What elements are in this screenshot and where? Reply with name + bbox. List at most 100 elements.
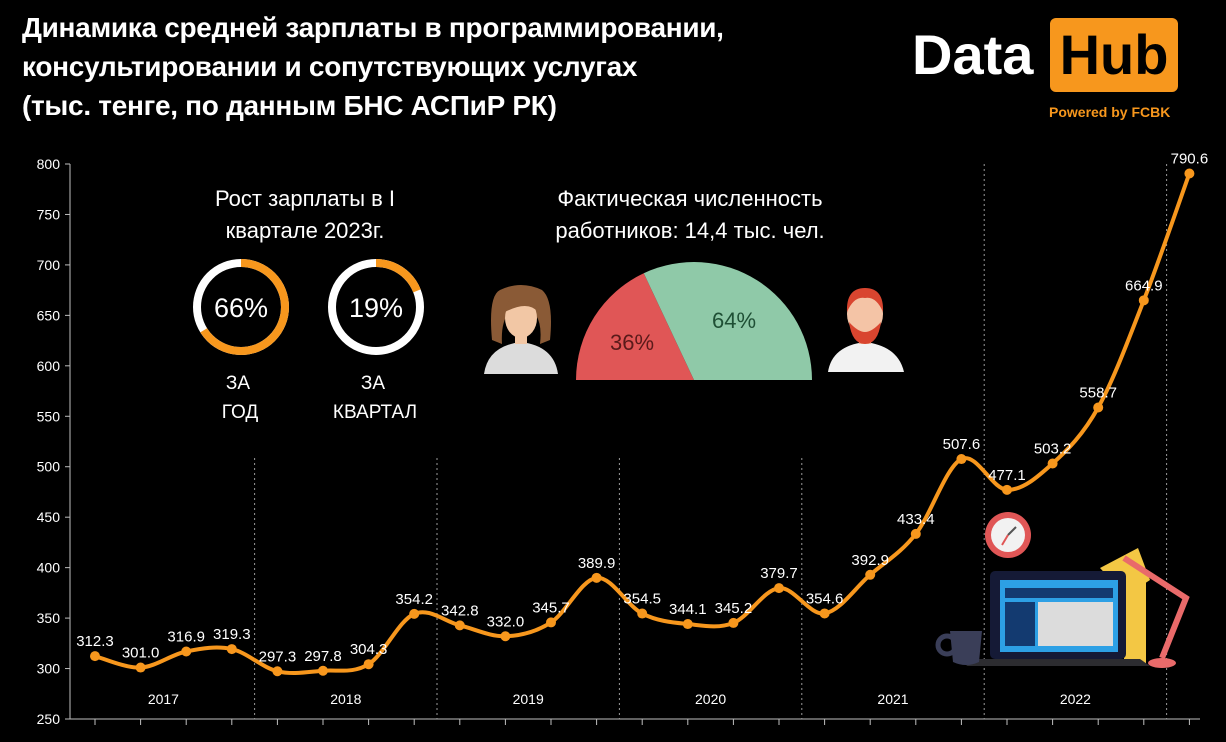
growth-title-line-1: Рост зарплаты в I (215, 186, 395, 211)
data-point (546, 617, 556, 628)
y-tick-label: 800 (37, 156, 61, 172)
quarter-caption-line-1: ЗА (361, 373, 385, 394)
growth-title-line-2: квартале 2023г. (226, 218, 385, 243)
y-tick-label: 650 (37, 307, 61, 323)
female-share-slice (576, 273, 694, 380)
data-label: 790.6 (1171, 150, 1209, 167)
year-label: 2021 (877, 691, 908, 707)
male-share-label: 64% (712, 308, 756, 333)
data-point (1093, 402, 1104, 413)
title-line-3: (тыс. тенге, по данным БНС АСПиР РК) (22, 90, 557, 121)
man-avatar-icon (828, 288, 904, 372)
data-point (272, 666, 283, 677)
data-point (226, 644, 237, 655)
y-tick-label: 750 (37, 206, 61, 222)
y-tick-label: 400 (37, 560, 61, 576)
data-label: 345.7 (532, 599, 570, 616)
data-point (956, 454, 967, 465)
growth-panel: Рост зарплаты в I квартале 2023г. 66% ЗА… (193, 186, 424, 423)
data-point (90, 651, 100, 662)
data-label: 379.7 (760, 565, 798, 582)
data-label: 304.3 (350, 641, 388, 658)
data-point (363, 659, 374, 670)
data-point (1184, 168, 1195, 179)
datahub-logo: Data Hub Powered by FCBK (912, 14, 1187, 124)
y-tick-label: 600 (37, 358, 61, 374)
data-label: 301.0 (122, 645, 160, 662)
quarter-ring-progress (328, 259, 424, 355)
year-label: 2018 (330, 691, 361, 707)
workers-title-line-1: Фактическая численность (557, 186, 822, 211)
year-label: 2019 (513, 691, 544, 707)
data-point (318, 665, 328, 676)
data-label: 319.3 (213, 626, 251, 643)
data-label: 297.8 (304, 648, 342, 665)
data-label: 392.9 (851, 552, 889, 569)
y-tick-label: 450 (37, 509, 61, 525)
year-label: 2022 (1060, 691, 1091, 707)
data-point (1047, 458, 1058, 469)
male-share-slice (643, 262, 812, 380)
salary-series-line (94, 172, 1192, 676)
data-label: 345.2 (715, 600, 753, 617)
data-point (728, 617, 739, 628)
data-label: 316.9 (167, 628, 205, 645)
year-caption-line-1: ЗА (226, 373, 250, 394)
data-point (409, 608, 420, 619)
year-label: 2017 (148, 691, 179, 707)
title-line-1: Динамика средней зарплаты в программиров… (22, 12, 724, 43)
data-label: 503.2 (1034, 440, 1072, 457)
data-point (865, 569, 876, 580)
y-tick-label: 500 (37, 459, 61, 475)
data-label: 332.0 (487, 613, 525, 630)
data-point (910, 528, 921, 539)
data-label: 477.1 (988, 467, 1026, 484)
data-point (1138, 295, 1149, 306)
chart-title: Динамика средней зарплаты в программиров… (22, 8, 882, 125)
data-label: 389.9 (578, 555, 616, 572)
data-point (774, 583, 784, 594)
y-tick-label: 700 (37, 257, 61, 273)
data-label: 297.3 (259, 648, 297, 665)
y-tick-label: 550 (37, 408, 61, 424)
line-layer (90, 168, 1195, 677)
quarter-growth-value: 19% (349, 293, 403, 323)
data-point (135, 662, 146, 673)
data-point (454, 620, 465, 631)
data-point (637, 608, 648, 619)
data-label: 354.6 (806, 590, 844, 607)
data-point (181, 646, 192, 657)
data-point (682, 619, 693, 630)
data-point (591, 572, 602, 583)
logo-hub-text: Hub (1050, 18, 1178, 92)
woman-avatar-icon (469, 276, 573, 380)
logo-powered-by: Powered by FCBK (1049, 104, 1171, 120)
data-label: 433.4 (897, 511, 935, 528)
axis-layer: 250 300 350 400 450 500 550 600 650 700 750 800 2017… (37, 156, 1200, 727)
data-label: 664.9 (1125, 277, 1163, 294)
workers-panel: Фактическая численность работников: 14,4… (469, 186, 904, 380)
data-label: 354.2 (395, 591, 433, 608)
title-line-2: консультировании и сопутствующих услугах (22, 51, 638, 82)
data-label: 312.3 (76, 633, 114, 650)
female-share-label: 36% (610, 330, 654, 355)
logo-data-text: Data (912, 23, 1034, 86)
workers-title-line-2: работников: 14,4 тыс. чел. (555, 218, 824, 243)
label-layer: 312.3 301.0 316.9 319.3 297.3 297.8 304.3 354.2… (76, 150, 1208, 665)
quarter-caption-line-2: КВАРТАЛ (333, 402, 417, 423)
clock-icon (985, 512, 1031, 558)
y-tick-label: 350 (37, 610, 61, 626)
data-label: 342.8 (441, 602, 479, 619)
data-label: 507.6 (943, 436, 981, 453)
data-label: 354.5 (623, 591, 661, 608)
laptop-icon (966, 571, 1150, 666)
data-point (819, 608, 830, 619)
year-label: 2020 (695, 691, 726, 707)
desk-lamp-icon (1100, 548, 1190, 668)
year-caption-line-2: ГОД (222, 402, 259, 423)
data-label: 558.7 (1079, 384, 1117, 401)
coffee-cup-icon (935, 631, 982, 665)
y-tick-label: 250 (37, 711, 61, 727)
y-tick-label: 300 (37, 661, 61, 677)
